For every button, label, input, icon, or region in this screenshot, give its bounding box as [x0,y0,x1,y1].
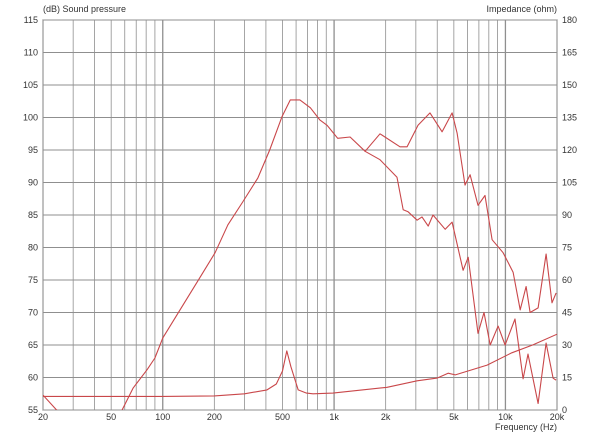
y-left-tick-label: 60 [28,373,38,383]
spl-curve-2 [364,150,557,405]
y-left-tick-label: 115 [24,15,38,25]
y-right-tick-label: 120 [562,145,577,155]
y-right-tick-label: 105 [562,178,577,188]
series-lines [43,99,557,410]
grid [42,19,558,411]
y-right-tick-label: 75 [562,243,572,253]
y-left-tick-label: 95 [28,145,38,155]
y-right-tick-label: 150 [562,80,577,90]
y-left-tick-label: 110 [24,48,38,58]
x-tick-label: 20 [38,412,48,422]
y-left-tick-label: 90 [28,178,38,188]
y-left-tick-label: 65 [28,340,38,350]
y-right-tick-label: 135 [562,113,577,123]
x-tick-label: 200 [207,412,222,422]
x-tick-label: 20k [550,412,565,422]
y-right-tick-label: 15 [562,373,572,383]
x-axis-label: Frequency (Hz) [495,422,557,432]
y-left-tick-label: 85 [28,210,38,220]
x-tick-label: 50 [106,412,116,422]
x-tick-label: 100 [155,412,170,422]
tick-labels: 55 60 65 70 75 80 85 90 95 100 105 110 115 0 15 30 45 60 7… [23,15,577,422]
y-right-tick-label: 60 [562,275,572,285]
y-axis-label-right: Impedance (ohm) [486,4,557,14]
y-axis-label-left: (dB) Sound pressure [43,4,126,14]
x-tick-label: 1k [329,412,339,422]
y-left-tick-label: 75 [28,275,38,285]
x-tick-label: 10k [498,412,513,422]
impedance-curve [43,333,557,397]
y-right-tick-label: 165 [562,48,577,58]
y-left-tick-label: 80 [28,243,38,253]
x-tick-label: 500 [275,412,290,422]
y-left-tick-label: 105 [23,80,38,90]
y-right-tick-label: 45 [562,308,572,318]
spl-curve-1 [43,99,557,410]
y-left-tick-label: 70 [28,308,38,318]
y-left-tick-label: 100 [23,113,38,123]
y-right-tick-label: 180 [562,15,577,25]
y-left-tick-label: 55 [28,405,38,415]
y-right-tick-label: 0 [562,405,567,415]
x-tick-label: 2k [381,412,391,422]
y-right-tick-label: 90 [562,210,572,220]
x-tick-label: 5k [449,412,459,422]
y-right-tick-label: 30 [562,340,572,350]
